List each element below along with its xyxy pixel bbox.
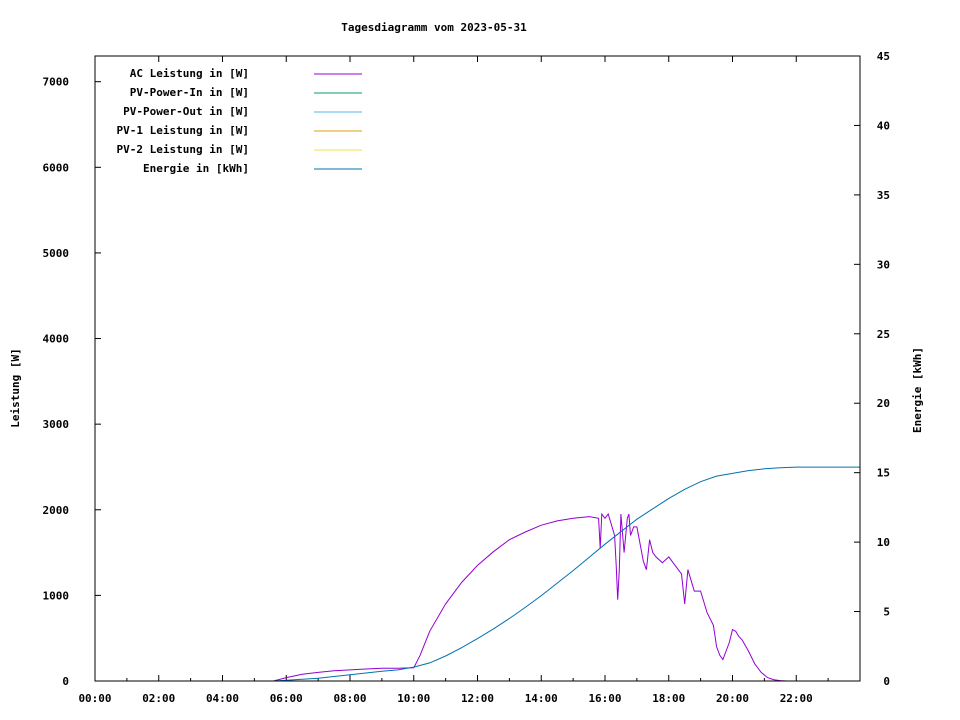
x-tick-label: 06:00 <box>270 692 303 705</box>
legend-label-3: PV-1 Leistung in [W] <box>117 124 249 137</box>
chart-title: Tagesdiagramm vom 2023-05-31 <box>341 21 527 34</box>
x-tick-label: 12:00 <box>461 692 494 705</box>
x-tick-label: 10:00 <box>397 692 430 705</box>
y-tick-label: 3000 <box>43 418 70 431</box>
x-tick-label: 20:00 <box>716 692 749 705</box>
x-tick-label: 16:00 <box>588 692 621 705</box>
legend-label-5: Energie in [kWh] <box>143 162 249 175</box>
series-line-5 <box>273 466 860 682</box>
legend-label-1: PV-Power-In in [W] <box>130 86 249 99</box>
y-tick-label: 2000 <box>43 504 70 517</box>
y2-axis-label: Energie [kWh] <box>911 347 924 433</box>
y-tick-label: 7000 <box>43 76 70 89</box>
y-tick-label: 6000 <box>43 161 70 174</box>
y2-tick-label: 5 <box>883 606 890 619</box>
x-tick-label: 08:00 <box>333 692 366 705</box>
y-axis-label: Leistung [W] <box>9 348 22 427</box>
x-tick-label: 18:00 <box>652 692 685 705</box>
y2-tick-label: 10 <box>877 536 890 549</box>
x-tick-label: 14:00 <box>525 692 558 705</box>
y-tick-label: 5000 <box>43 247 70 260</box>
x-tick-label: 22:00 <box>780 692 813 705</box>
y2-tick-label: 30 <box>877 258 890 271</box>
y-tick-label: 0 <box>62 675 69 688</box>
y2-tick-label: 45 <box>877 50 890 63</box>
y2-tick-label: 0 <box>883 675 890 688</box>
legend-label-4: PV-2 Leistung in [W] <box>117 143 249 156</box>
y2-tick-label: 35 <box>877 189 890 202</box>
legend-label-0: AC Leistung in [W] <box>130 67 249 80</box>
x-tick-label: 02:00 <box>142 692 175 705</box>
series-line-0 <box>273 512 797 682</box>
y-tick-label: 4000 <box>43 333 70 346</box>
legend-label-2: PV-Power-Out in [W] <box>123 105 249 118</box>
y2-tick-label: 20 <box>877 397 890 410</box>
x-tick-label: 00:00 <box>78 692 111 705</box>
plot-frame <box>94 55 861 682</box>
x-tick-label: 04:00 <box>206 692 239 705</box>
y2-tick-label: 15 <box>877 467 890 480</box>
y2-tick-label: 40 <box>877 119 890 132</box>
y-tick-label: 1000 <box>43 589 70 602</box>
y2-tick-label: 25 <box>877 328 890 341</box>
